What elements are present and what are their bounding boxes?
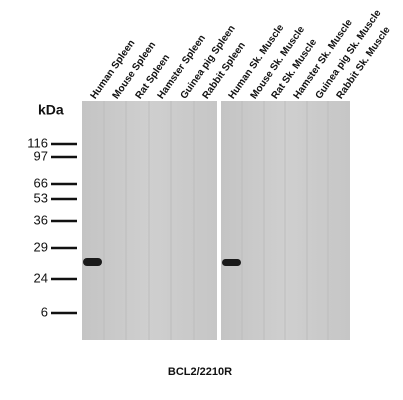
protein-band xyxy=(222,259,241,266)
lane-dividers xyxy=(103,101,329,340)
marker-label: 66 xyxy=(34,175,48,190)
marker-label: 97 xyxy=(34,148,48,163)
caption: BCL2/2210R xyxy=(168,366,232,378)
marker-label: 29 xyxy=(34,239,48,254)
marker-label: 36 xyxy=(34,212,48,227)
marker-label: 24 xyxy=(34,270,48,285)
kda-label: kDa xyxy=(38,102,64,118)
marker-label: 53 xyxy=(34,190,48,205)
marker-label: 116 xyxy=(27,135,48,150)
protein-band xyxy=(83,258,102,266)
marker-label: 6 xyxy=(41,304,48,319)
